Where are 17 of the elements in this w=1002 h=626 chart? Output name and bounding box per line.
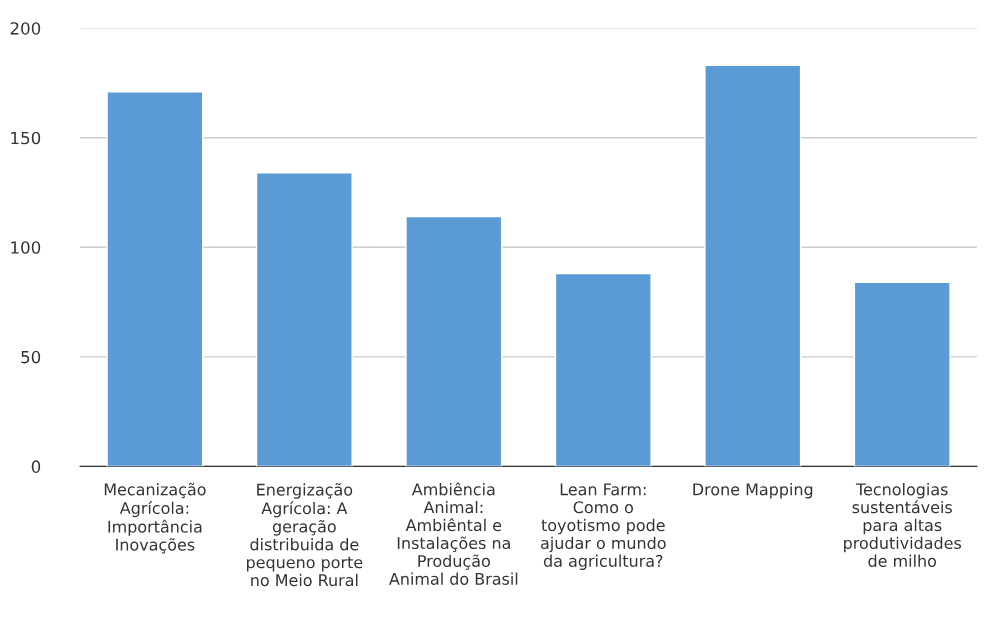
bar — [704, 64, 802, 467]
x-tick-label: Ambiência Animal: Ambiêntal e Instalações na Produção Animal do Brasil — [389, 482, 518, 585]
bar — [853, 281, 951, 467]
bar — [255, 172, 353, 467]
y-tick-label: 0 — [31, 460, 41, 473]
y-tick-label: 100 — [11, 241, 41, 254]
x-tick-label: Lean Farm: Como o toyotismo pode ajudar o mundo da agricultura? — [541, 483, 666, 571]
bar — [554, 272, 652, 467]
x-tick-label: Drone Mapping — [693, 483, 813, 499]
bar — [405, 215, 503, 467]
y-tick-label: 50 — [21, 350, 41, 364]
x-tick-label: Tecnologias sustentáveis para altas produtividades de milho — [844, 483, 962, 567]
y-tick-label: 150 — [11, 131, 41, 145]
y-tick-label: 200 — [10, 22, 41, 35]
x-tick-label: Energização Agrícola: A geração distribuida de pequeno porte no Meio Rural — [247, 483, 363, 587]
bar — [106, 91, 204, 467]
x-tick-label: Mecanização Agrícola: Importância Inovações — [104, 482, 206, 554]
